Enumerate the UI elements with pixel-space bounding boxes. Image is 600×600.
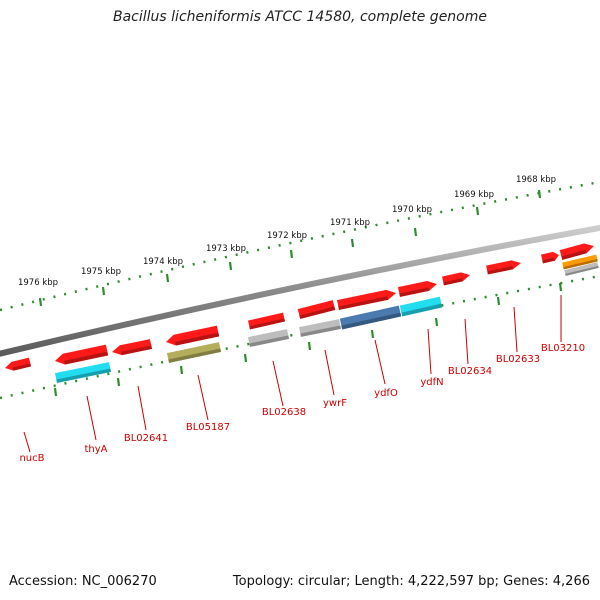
- ruler-tick: [179, 365, 184, 375]
- ruler-tick-label: 1974 kbp: [143, 257, 183, 267]
- ruler-tick: [537, 189, 542, 199]
- label-leader-line: [197, 374, 209, 421]
- gene-arrow[interactable]: [397, 280, 437, 297]
- ruler-tick: [475, 206, 480, 216]
- inner-ruler: [0, 274, 600, 400]
- gene-arrow[interactable]: [299, 319, 341, 337]
- topology-text: Topology: circular; Length: 4,222,597 bp…: [232, 574, 590, 589]
- ruler-tick: [289, 249, 294, 259]
- gene-arrow[interactable]: [247, 329, 290, 347]
- gene-arrow[interactable]: [55, 344, 109, 365]
- label-leader-line: [23, 431, 31, 453]
- label-leader-line: [374, 339, 386, 385]
- ruler-tick-label: 1976 kbp: [18, 278, 58, 288]
- label-leader-line: [513, 306, 518, 353]
- genome-title: Bacillus licheniformis ATCC 14580, compl…: [113, 9, 487, 25]
- ruler-tick-label: 1969 kbp: [454, 190, 494, 200]
- gene-label[interactable]: BL02638: [262, 407, 306, 418]
- ruler-tick: [350, 238, 355, 248]
- ruler-tick: [228, 261, 233, 271]
- gene-label[interactable]: nucB: [19, 453, 44, 464]
- ruler-tick: [307, 341, 312, 351]
- genome-backbone: [0, 224, 600, 357]
- gene-label[interactable]: BL05187: [186, 422, 230, 433]
- gene-arrow[interactable]: [564, 262, 599, 276]
- ruler-tick-label: 1970 kbp: [392, 205, 432, 215]
- ruler-tick: [38, 297, 43, 307]
- gene-label[interactable]: thyA: [84, 444, 107, 455]
- ruler-tick: [558, 282, 563, 292]
- gene-arrow[interactable]: [166, 342, 222, 363]
- gene-label[interactable]: ydfO: [374, 388, 398, 399]
- label-leader-line: [464, 318, 469, 365]
- gene-arrow[interactable]: [247, 312, 286, 330]
- label-leader-line: [137, 385, 147, 431]
- gene-arrow[interactable]: [559, 243, 594, 260]
- ruler-tick-label: 1971 kbp: [330, 218, 370, 228]
- ruler-tick: [116, 377, 121, 387]
- ruler-tick: [370, 329, 375, 339]
- label-leader-line: [86, 395, 97, 441]
- label-leader-line: [324, 349, 335, 396]
- gene-arrow[interactable]: [5, 357, 32, 371]
- ruler-tick-label: 1972 kbp: [267, 231, 307, 241]
- gene-arrow[interactable]: [336, 289, 396, 310]
- outer-ruler: [0, 180, 600, 312]
- ruler-tick-label: 1975 kbp: [81, 267, 121, 277]
- gene-label[interactable]: ywrF: [323, 398, 347, 409]
- ruler-tick: [496, 296, 501, 306]
- gene-arrow[interactable]: [339, 305, 402, 330]
- gene-arrow[interactable]: [55, 362, 111, 383]
- ruler-tick: [165, 273, 170, 283]
- gene-arrow[interactable]: [399, 296, 443, 317]
- gene-label[interactable]: ydfN: [420, 377, 443, 388]
- gene-arrow[interactable]: [486, 260, 521, 275]
- label-leader-line: [272, 360, 284, 407]
- gene-label[interactable]: BL02641: [124, 433, 168, 444]
- gene-arrow[interactable]: [540, 251, 559, 264]
- gene-label[interactable]: BL02634: [448, 366, 492, 377]
- ruler-tick-label: 1968 kbp: [516, 175, 556, 185]
- ruler-tick: [53, 387, 58, 397]
- gene-arrow[interactable]: [562, 254, 598, 270]
- ruler-tick: [101, 286, 106, 296]
- ruler-tick: [434, 317, 439, 327]
- gene-arrow[interactable]: [442, 272, 470, 286]
- accession-text: Accession: NC_006270: [9, 574, 157, 589]
- ruler-tick: [413, 227, 418, 237]
- ruler-tick-label: 1973 kbp: [206, 244, 246, 254]
- gene-label[interactable]: BL03210: [541, 343, 585, 354]
- gene-arrow[interactable]: [166, 325, 220, 346]
- label-leader-line: [427, 328, 432, 375]
- gene-label[interactable]: BL02633: [496, 354, 540, 365]
- gene-arrow[interactable]: [112, 339, 153, 356]
- gene-arrow[interactable]: [297, 300, 336, 319]
- ruler-tick: [243, 353, 248, 363]
